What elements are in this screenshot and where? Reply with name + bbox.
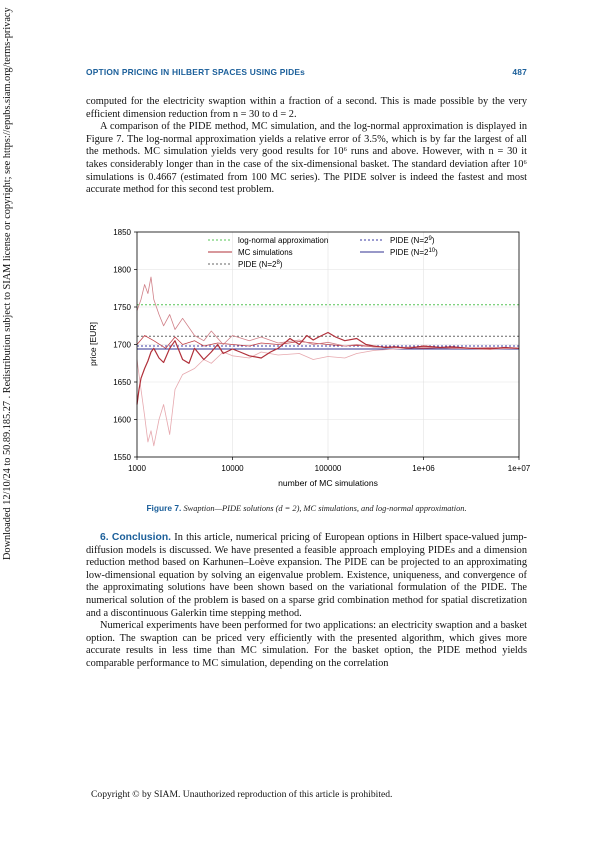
y-axis-ticks: 1550 1600 1650 1700 1750 1800 1850: [113, 228, 137, 462]
legend-label: PIDE (N=210): [390, 248, 438, 257]
section-title: Conclusion.: [111, 532, 172, 543]
y-tick-label: 1750: [113, 303, 131, 312]
running-head: OPTION PRICING IN HILBERT SPACES USING P…: [86, 67, 527, 81]
y-tick-label: 1800: [113, 266, 131, 275]
body-text-top: computed for the electricity swaption wi…: [86, 96, 527, 197]
x-axis-label: number of MC simulations: [278, 478, 378, 488]
figure-caption: Figure 7. Swaption—PIDE solutions (d = 2…: [86, 503, 527, 513]
mc-series-line: [136, 347, 520, 447]
reference-lines: [137, 304, 519, 350]
mc-series-group: [136, 276, 520, 447]
x-tick-label: 100000: [315, 464, 342, 473]
mc-series-line: [136, 331, 520, 405]
legend-label: PIDE (N=28): [238, 260, 283, 269]
y-axis-label: price [EUR]: [88, 322, 98, 366]
legend-exponent: 9: [428, 236, 432, 242]
section-6-paragraph: 6. Conclusion. In this article, numerica…: [86, 532, 527, 620]
body-text-bottom: 6. Conclusion. In this article, numerica…: [86, 532, 527, 671]
copyright-footer: Copyright © by SIAM. Unauthorized reprod…: [91, 789, 393, 800]
section-text: In this article, numerical pricing of Eu…: [86, 532, 527, 619]
x-axis-ticks: 1000 10000 100000 1e+06 1e+07: [128, 457, 530, 473]
page-number: 487: [512, 67, 527, 77]
legend-label: PIDE (N=29): [390, 236, 435, 245]
legend-close-paren: ): [280, 260, 283, 269]
paragraph-2: A comparison of the PIDE method, MC simu…: [86, 121, 527, 196]
legend-close-paren: ): [432, 236, 435, 245]
figure-label: Figure 7.: [146, 503, 182, 513]
section-number: 6.: [100, 532, 109, 543]
x-tick-label: 10000: [221, 464, 244, 473]
y-tick-label: 1700: [113, 341, 131, 350]
figure-caption-text: Swaption—PIDE solutions (d = 2), MC simu…: [183, 504, 467, 513]
x-tick-label: 1e+07: [508, 464, 530, 473]
chart-legend: log-normal approximation MC simulations PI…: [208, 236, 438, 269]
download-notice-text: Downloaded 12/10/24 to 50.89.185.27 . Re…: [2, 7, 13, 560]
legend-label: log-normal approximation: [238, 236, 328, 245]
y-tick-label: 1650: [113, 378, 131, 387]
legend-exponent: 8: [276, 260, 280, 266]
legend-exponent: 10: [428, 248, 435, 254]
paragraph-1: computed for the electricity swaption wi…: [86, 96, 527, 120]
y-tick-label: 1600: [113, 416, 131, 425]
y-tick-label: 1850: [113, 228, 131, 237]
legend-label: MC simulations: [238, 248, 293, 257]
x-tick-label: 1e+06: [412, 464, 435, 473]
x-tick-label: 1000: [128, 464, 146, 473]
running-head-title: OPTION PRICING IN HILBERT SPACES USING P…: [86, 67, 305, 77]
legend-close-paren: ): [435, 248, 438, 257]
paragraph-4: Numerical experiments have been performe…: [86, 620, 527, 669]
y-tick-label: 1550: [113, 453, 131, 462]
